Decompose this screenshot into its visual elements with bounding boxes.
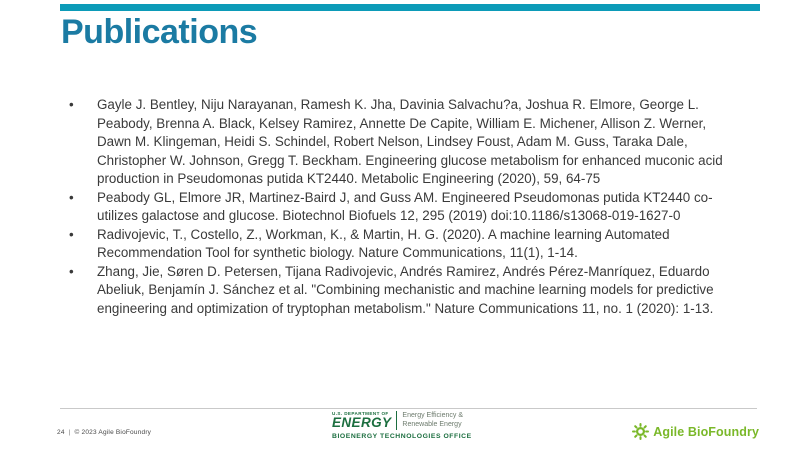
doe-wordmark-block: U.S. DEPARTMENT OF ENERGY (332, 411, 391, 430)
publication-item: Radivojevic, T., Costello, Z., Workman, … (67, 226, 725, 263)
copyright-text: © 2023 Agile BioFoundry (74, 429, 152, 436)
page-number: 24 (57, 429, 65, 436)
doe-logo-top-row: U.S. DEPARTMENT OF ENERGY Energy Efficie… (332, 411, 472, 430)
publication-citation: Radivojevic, T., Costello, Z., Workman, … (97, 226, 670, 261)
agile-biofoundry-name: Agile BioFoundry (653, 424, 759, 439)
top-accent-bar (60, 4, 760, 11)
bioenergy-office-label: BIOENERGY TECHNOLOGIES OFFICE (332, 433, 472, 440)
agile-biofoundry-gear-icon (632, 423, 650, 440)
page-title: Publications (61, 13, 258, 51)
footer-divider (60, 408, 757, 409)
publication-item: Gayle J. Bentley, Niju Narayanan, Ramesh… (67, 96, 725, 189)
publication-item: Zhang, Jie, Søren D. Petersen, Tijana Ra… (67, 263, 725, 319)
doe-department-label: U.S. DEPARTMENT OF (332, 411, 389, 416)
footer-page-info: 24 | © 2023 Agile BioFoundry (57, 429, 151, 436)
eere-line2: Renewable Energy (402, 420, 462, 428)
publication-item: Peabody GL, Elmore JR, Martinez-Baird J,… (67, 189, 725, 226)
publication-citation: Peabody GL, Elmore JR, Martinez-Baird J,… (97, 189, 713, 224)
eere-line1: Energy Efficiency & (402, 411, 463, 419)
doe-logo-divider (396, 411, 398, 430)
footer-separator: | (68, 429, 71, 436)
publication-citation: Zhang, Jie, Søren D. Petersen, Tijana Ra… (97, 263, 714, 316)
eere-label: Energy Efficiency & Renewable Energy (402, 411, 463, 430)
doe-energy-logo: U.S. DEPARTMENT OF ENERGY Energy Efficie… (332, 411, 472, 440)
publication-citation: Gayle J. Bentley, Niju Narayanan, Ramesh… (97, 97, 723, 186)
publications-list: Gayle J. Bentley, Niju Narayanan, Ramesh… (67, 96, 725, 318)
doe-energy-wordmark: ENERGY (332, 415, 392, 430)
agile-biofoundry-logo: Agile BioFoundry (632, 423, 759, 440)
